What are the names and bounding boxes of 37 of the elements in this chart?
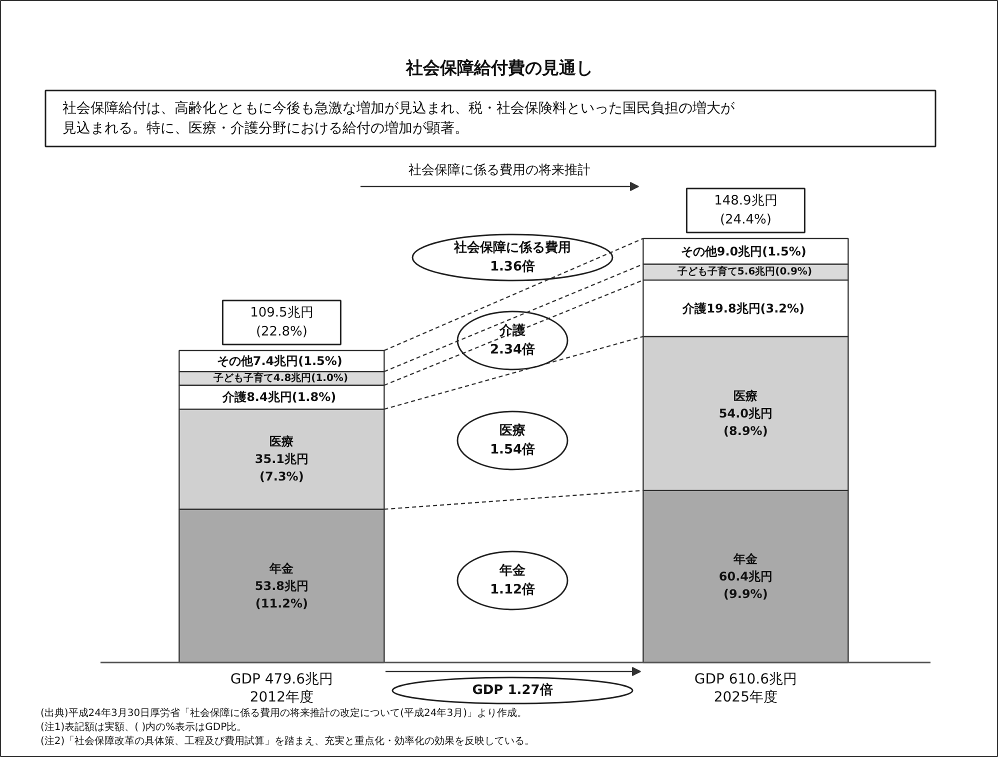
data-label: 53.8兆円 (11.2%) — [254, 578, 308, 610]
data-label: 9.0兆円(1.5%) — [716, 244, 806, 258]
series-label: 子ども子育て — [212, 372, 274, 384]
annotation: 社会保障に係る費用 1.36倍 — [453, 240, 571, 274]
text: (注2)「社会保障改革の具体策、工程及び費用試算」を踏まえ、充実と重点化・効率化の効果を反映している。 — [40, 735, 535, 747]
data-label: 7.4兆円(1.5%) — [252, 354, 342, 368]
data-label: 4.8兆円(1.0%) — [273, 372, 348, 384]
text: (出典)平成24年3月30日厚労省「社会保障に係る費用の将来推計の改定について(平成24年3月)」より作成。 — [40, 707, 528, 719]
text: (注1)表記額は実額、( )内の%表示はGDP比。 — [40, 721, 247, 733]
chart-title: 社会保障給付費の見通し — [405, 58, 593, 78]
data-label: 19.8兆円(3.2%) — [706, 301, 805, 316]
annotation: 医療 1.54倍 — [490, 422, 536, 458]
text: GDP 1.27倍 — [472, 682, 553, 698]
text: 介護 — [682, 301, 707, 316]
text: GDP 479.6兆円 — [230, 672, 333, 688]
data-label: 35.1兆円 (7.3%) — [254, 452, 308, 484]
total-label: 148.9兆円 (24.4%) — [714, 194, 778, 228]
text: GDP 610.6兆円 — [694, 672, 797, 688]
chart-subtitle: 社会保障給付は、高齢化とともに今後も急激な増加が見込まれ、税・社会保険料といった国民負担の増大が見込まれる。特に、医療・介護分野における給付の増加が顕著。 — [62, 100, 736, 136]
series-label: その他 — [216, 354, 254, 368]
total-label: 109.5兆円 (22.8%) — [250, 306, 314, 340]
data-label: 60.4兆円 (9.9%) — [718, 569, 772, 601]
data-label: 5.6兆円(0.9%) — [737, 266, 812, 278]
text: 年金 — [734, 552, 758, 566]
annotation: 介護 2.34倍 — [490, 322, 536, 358]
series-label: 医療 — [270, 434, 294, 449]
text: その他 — [680, 244, 717, 258]
data-label: 54.0兆円 (8.9%) — [718, 406, 772, 438]
x-tick-label: 2025年度 — [714, 690, 778, 706]
annotation: 年金 1.12倍 — [490, 564, 536, 598]
x-tick-label: 2012年度 — [250, 690, 314, 706]
text: 社会保障に係る費用の将来推計 — [408, 163, 590, 178]
data-label: 8.4兆円(1.8%) — [246, 390, 336, 404]
series-label: 介護 — [222, 390, 247, 404]
series-label: 年金 — [268, 561, 295, 576]
text: 医療 — [734, 388, 758, 403]
text: 子ども子育て — [677, 266, 738, 278]
